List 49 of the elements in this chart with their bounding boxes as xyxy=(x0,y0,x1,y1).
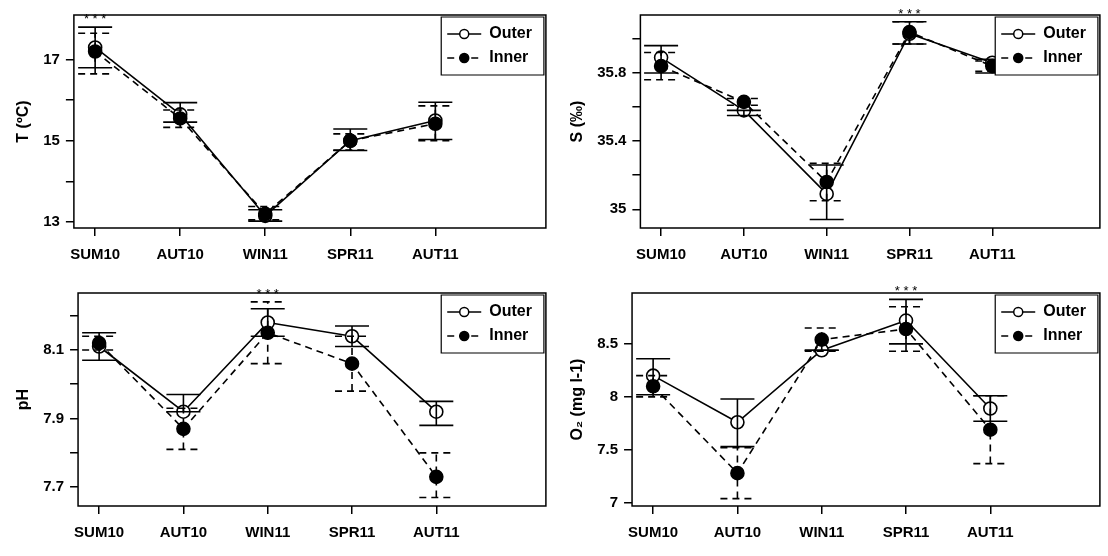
y-axis-title: T (ºC) xyxy=(14,100,32,143)
y-tick-label: 7 xyxy=(609,492,619,510)
y-tick-label: 35.8 xyxy=(597,63,627,81)
x-tick-label: AUT10 xyxy=(156,245,204,263)
x-tick-label: AUT11 xyxy=(968,245,1016,263)
x-tick-label: WIN11 xyxy=(804,245,850,263)
x-tick-label: AUT11 xyxy=(412,523,460,541)
y-tick-label: 35.4 xyxy=(597,131,628,149)
x-tick-label: SPR11 xyxy=(328,523,376,541)
x-tick-label: SPR11 xyxy=(326,245,374,263)
legend-label: Outer xyxy=(489,24,532,42)
legend-label: Inner xyxy=(1043,48,1083,66)
x-tick-label: AUT10 xyxy=(720,245,768,263)
legend-label: Outer xyxy=(489,302,532,320)
y-tick-label: 7.7 xyxy=(43,477,65,495)
legend-label: Outer xyxy=(1043,24,1086,42)
y-tick-label: 35 xyxy=(609,199,627,217)
annotation: * * * xyxy=(898,5,921,21)
legend-label: Inner xyxy=(489,326,529,344)
y-axis-title: S (‰) xyxy=(568,100,586,143)
y-tick-label: 13 xyxy=(43,212,60,230)
x-tick-label: SPR11 xyxy=(882,523,930,541)
x-tick-label: WIN11 xyxy=(799,523,845,541)
y-axis-title: O₂ (mg l-1) xyxy=(568,358,586,441)
x-tick-label: SUM10 xyxy=(636,245,687,263)
annotation: * * * xyxy=(894,283,918,299)
x-tick-label: WIN11 xyxy=(242,245,288,263)
y-tick-label: 17 xyxy=(43,49,60,67)
x-tick-label: SPR11 xyxy=(886,245,933,263)
annotation: * * * xyxy=(256,286,279,301)
x-tick-label: AUT10 xyxy=(713,523,762,541)
x-tick-label: SUM10 xyxy=(74,523,125,541)
y-tick-label: 7.5 xyxy=(597,439,619,457)
legend-label: Inner xyxy=(489,48,529,66)
y-axis-title: pH xyxy=(14,388,32,411)
y-tick-label: 8.1 xyxy=(43,340,65,358)
x-tick-label: AUT11 xyxy=(411,245,459,263)
x-tick-label: WIN11 xyxy=(245,523,291,541)
annotation: * * * xyxy=(83,11,107,27)
x-tick-label: AUT10 xyxy=(159,523,208,541)
legend-label: Outer xyxy=(1043,302,1086,320)
y-tick-label: 15 xyxy=(43,130,60,148)
x-tick-label: SUM10 xyxy=(70,245,121,263)
y-tick-label: 7.9 xyxy=(43,408,65,426)
x-tick-label: SUM10 xyxy=(628,523,679,541)
x-tick-label: AUT11 xyxy=(966,523,1014,541)
y-tick-label: 8.5 xyxy=(597,334,619,352)
y-tick-label: 8 xyxy=(609,386,619,404)
legend-label: Inner xyxy=(1043,326,1083,344)
